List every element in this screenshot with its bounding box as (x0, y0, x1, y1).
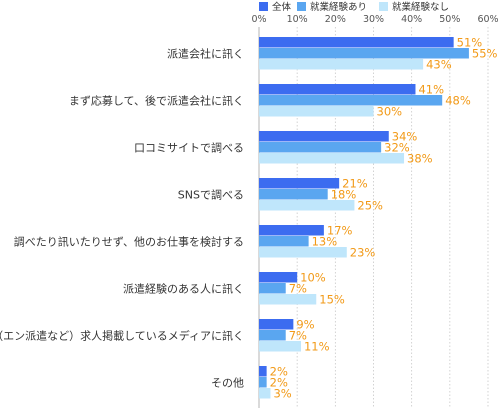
value-label: 3% (273, 387, 291, 401)
value-label: 30% (377, 105, 403, 119)
legend-swatch (297, 2, 306, 11)
category-label: 調べたり訊いたりせず、他のお仕事を検討する (14, 235, 244, 249)
category-label: 口コミサイトで調べる (134, 141, 244, 155)
x-tick-label: 0% (251, 14, 266, 25)
value-label: 43% (426, 58, 452, 72)
bar (259, 330, 286, 341)
x-tick-label: 50% (439, 14, 460, 25)
bar (259, 388, 271, 399)
bar (259, 247, 347, 258)
value-label: 9% (296, 318, 314, 332)
x-tick-label: 60% (477, 14, 498, 25)
bar (259, 153, 405, 164)
value-labels: 51%55%43%41%48%30%34%32%38%21%18%25%17%1… (270, 36, 498, 401)
legend-label: 就業経験なし (392, 1, 449, 13)
category-label: まず応募して、後で派遣会社に訊く (69, 94, 244, 108)
bar (259, 200, 355, 211)
x-tick-labels: 0% 10% 20% 30% 40% 50% 60% (251, 14, 498, 25)
x-tick-label: 40% (401, 14, 422, 25)
value-label: 23% (350, 246, 376, 260)
bar (259, 142, 382, 153)
bar (259, 95, 443, 106)
value-label: 51% (457, 36, 483, 50)
legend: 全体 就業経験あり 就業経験なし (259, 1, 449, 13)
category-label: 派遣経験のある人に訊く (123, 282, 244, 296)
bar (259, 37, 454, 48)
bar (259, 319, 294, 330)
x-tick-label: 10% (287, 14, 308, 25)
bars (259, 37, 469, 399)
bar (259, 236, 309, 247)
bar (259, 84, 416, 95)
bar (259, 59, 424, 70)
value-label: 38% (407, 152, 433, 166)
bar (259, 48, 469, 59)
x-tick-label: 30% (363, 14, 384, 25)
value-label: 48% (445, 94, 471, 108)
category-label: その他 (211, 377, 244, 390)
bar (259, 189, 328, 200)
bar (259, 106, 374, 117)
bar (259, 377, 267, 388)
category-label: SNSで調べる (178, 188, 244, 202)
value-label: 2% (270, 376, 288, 390)
value-label: 7% (289, 329, 307, 343)
value-label: 11% (304, 340, 330, 354)
value-label: 15% (319, 293, 345, 307)
category-label: （エン派遣など）求人掲載しているメディアに訊く (0, 329, 244, 343)
legend-swatch (379, 2, 388, 11)
bar (259, 366, 267, 377)
legend-swatch (259, 2, 268, 11)
bar (259, 294, 317, 305)
legend-label: 全体 (272, 1, 292, 13)
legend-label: 就業経験あり (310, 1, 367, 13)
bar (259, 225, 324, 236)
value-label: 13% (312, 235, 338, 249)
value-label: 2% (270, 365, 288, 379)
value-label: 17% (327, 224, 353, 238)
value-label: 21% (342, 177, 368, 191)
bar (259, 341, 301, 352)
value-label: 18% (331, 188, 357, 202)
bar (259, 283, 286, 294)
value-label: 10% (300, 271, 326, 285)
category-label: 派遣会社に訊く (167, 47, 244, 61)
bar (259, 131, 389, 142)
bar (259, 272, 298, 283)
value-label: 55% (472, 47, 498, 61)
value-label: 25% (357, 199, 383, 213)
value-label: 7% (289, 282, 307, 296)
bar (259, 178, 340, 189)
value-label: 41% (418, 83, 444, 97)
value-label: 34% (392, 130, 418, 144)
value-label: 32% (384, 141, 410, 155)
x-tick-label: 20% (325, 14, 346, 25)
